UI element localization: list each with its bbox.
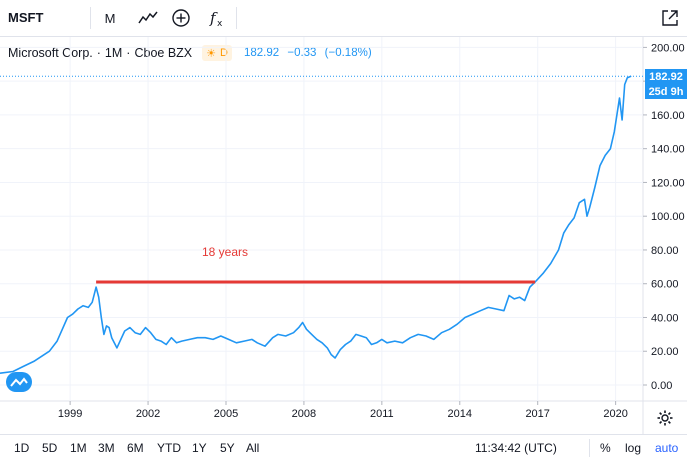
y-tick-label: 0.00: [651, 380, 672, 392]
range-1m-button[interactable]: 1M: [70, 441, 87, 455]
toolbar-divider: [90, 7, 91, 29]
y-tick-label: 200.00: [651, 42, 685, 54]
chart-legend: Microsoft Corp. · 1M · Cboe BZX ☀ D 182.…: [8, 45, 377, 61]
legend-separator: ·: [126, 46, 131, 60]
x-tick-label: 1999: [58, 408, 82, 420]
symbol-search-button[interactable]: MSFT: [8, 10, 44, 25]
range-all-button[interactable]: All: [246, 441, 260, 455]
y-tick-label: 140.00: [651, 144, 685, 156]
log-scale-toggle[interactable]: log: [625, 441, 642, 455]
y-tick-label: 40.00: [651, 312, 679, 324]
price-line-series[interactable]: [0, 75, 632, 374]
bottom-toolbar: 1D 5D 1M 3M 6M YTD 1Y 5Y All 11:34:42 (U…: [0, 434, 687, 460]
legend-values: 182.92 −0.33 (−0.18%): [244, 47, 377, 59]
chart-settings-gear-icon[interactable]: [655, 408, 675, 428]
x-tick-label: 2020: [603, 408, 627, 420]
legend-separator: ·: [96, 46, 101, 60]
y-tick-label: 120.00: [651, 177, 685, 189]
annotation-label[interactable]: 18 years: [202, 245, 249, 259]
add-compare-icon[interactable]: [170, 8, 192, 28]
legend-last-price: 182.92: [243, 47, 280, 59]
range-5y-button[interactable]: 5Y: [220, 441, 235, 455]
range-1d-button[interactable]: 1D: [14, 441, 30, 455]
y-tick-label: 80.00: [651, 245, 679, 257]
x-tick-label: 2017: [525, 408, 549, 420]
range-3m-button[interactable]: 3M: [98, 441, 115, 455]
percent-scale-toggle[interactable]: %: [600, 441, 611, 455]
sun-icon: ☀: [206, 47, 217, 60]
last-price-tag: 182.92: [645, 69, 687, 85]
snapshot-icon[interactable]: [659, 7, 681, 29]
clock-utc[interactable]: 11:34:42 (UTC): [475, 441, 557, 455]
legend-title[interactable]: Microsoft Corp.: [8, 46, 93, 60]
range-ytd-button[interactable]: YTD: [157, 441, 181, 455]
x-tick-label: 2005: [214, 408, 238, 420]
interval-button[interactable]: M: [104, 10, 116, 26]
legend-change-pct: (−0.18%): [324, 47, 372, 59]
tradingview-logo-icon[interactable]: [6, 372, 32, 392]
session-badge[interactable]: ☀ D: [202, 45, 232, 61]
x-tick-label: 2014: [448, 408, 472, 420]
price-chart[interactable]: 0.00 20.00 40.00 60.00 80.00 100.00 120.00 140.…: [0, 37, 687, 434]
y-tick-label: 100.00: [651, 211, 685, 223]
x-tick-label: 2002: [136, 408, 160, 420]
x-tick-label: 2011: [370, 408, 394, 420]
range-1y-button[interactable]: 1Y: [192, 441, 207, 455]
y-tick-label: 20.00: [651, 346, 679, 358]
session-badge-label: D: [220, 47, 228, 59]
legend-change: −0.33: [287, 47, 317, 59]
line-chart-icon[interactable]: [136, 8, 160, 28]
y-tick-label: 160.00: [651, 110, 685, 122]
bottombar-divider: [589, 439, 590, 457]
auto-scale-toggle[interactable]: auto: [655, 441, 679, 455]
x-tick-label: 2008: [292, 408, 316, 420]
range-6m-button[interactable]: 6M: [127, 441, 144, 455]
svg-text:f: f: [209, 9, 218, 27]
legend-exchange: Cboe BZX: [134, 46, 193, 60]
toolbar-divider: [236, 7, 237, 29]
svg-text:x: x: [217, 19, 223, 28]
y-tick-label: 60.00: [651, 279, 679, 291]
legend-interval: 1M: [104, 46, 123, 60]
bar-countdown-tag: 25d 9h: [645, 84, 687, 100]
range-5d-button[interactable]: 5D: [42, 441, 58, 455]
